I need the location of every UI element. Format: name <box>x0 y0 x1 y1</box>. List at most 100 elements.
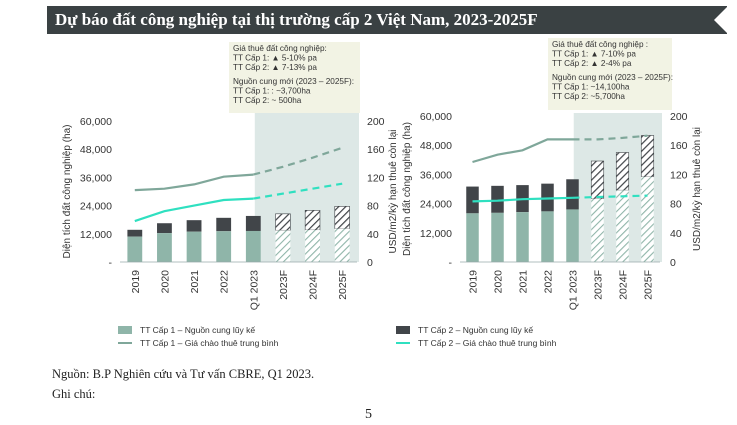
left-y-tick: - <box>109 257 113 269</box>
right-y2-tick: 0 <box>670 257 676 269</box>
left-bar-lower-2021 <box>186 231 202 262</box>
page-number: 5 <box>365 407 372 422</box>
right-x-tick: 2022 <box>543 270 555 294</box>
legend-tier1-bar-swatch <box>118 326 132 334</box>
right-x-tick: 2023F <box>593 270 605 300</box>
right-x-tick: 2025F <box>643 270 655 300</box>
left-tier1-rent-line-actual <box>134 173 254 192</box>
left-bar-lower-2022 <box>216 231 232 262</box>
left-annotation-rent-header: Giá thuê đất công nghiệp: <box>233 44 327 53</box>
left-bar-lower-Q1-2023 <box>245 230 261 262</box>
right-annotation-box <box>548 38 672 110</box>
right-chart: Giá thuê đất công nghiệp :TT Cấp 1: ▲ 7-… <box>401 38 703 310</box>
left-bar-upper-2020 <box>157 223 172 234</box>
left-chart: Giá thuê đất công nghiệp:TT Cấp 1: ▲ 5-1… <box>61 42 399 310</box>
legend-tier2-bar-swatch <box>396 326 410 334</box>
legend: TT Cấp 1 – Nguồn cung lũy kế TT Cấp 1 – G… <box>118 325 557 348</box>
legend-tier2-line-label: TT Cấp 2 – Giá chào thuê trung bình <box>418 338 557 348</box>
right-tier2-rent-line-actual <box>472 196 573 203</box>
left-bar-upper-2021 <box>186 220 202 232</box>
right-bar-lower-2021 <box>516 212 529 262</box>
right-y-tick: 24,000 <box>420 199 452 211</box>
left-bar-upper-2019 <box>127 229 143 237</box>
legend-tier1-line-label: TT Cấp 1 – Giá chào thuê trung bình <box>140 338 279 348</box>
right-bar-upper-2024F <box>615 152 630 191</box>
notes-label: Ghi chú: <box>52 387 96 401</box>
right-annotation-rent-header: Giá thuê đất công nghiệp : <box>552 40 648 49</box>
right-annotation-rent-tier2: TT Cấp 2: ▲ 2-4% pa <box>552 59 632 68</box>
left-y2-tick: 160 <box>367 144 385 156</box>
right-y-tick: 60,000 <box>420 111 452 123</box>
left-y-axis-label: Diện tích đất công nghiệp (ha) <box>61 125 73 259</box>
left-bar-upper-2022 <box>216 217 232 232</box>
left-tier2-rent-line-forecast <box>253 182 343 200</box>
left-x-tick: 2020 <box>159 270 171 294</box>
title-arrow-notch <box>714 6 728 34</box>
right-bar-upper-2023F <box>590 160 605 200</box>
left-y-tick: 24,000 <box>80 201 112 213</box>
left-bar-lower-2020 <box>157 233 172 262</box>
right-y2-tick: 120 <box>670 169 688 181</box>
left-tier2-rent-line-actual <box>134 197 254 223</box>
right-annotation-supply-tier1: TT Cấp 1: ~14,100ha <box>552 82 630 91</box>
left-y2-axis-label: USD/m2/kỳ hạn thuê còn lại <box>388 130 399 254</box>
right-annotation-supply-header: Nguồn cung mới (2023 – 2025F): <box>552 73 673 82</box>
right-bar-lower-2023F <box>591 198 604 262</box>
left-y2-tick: 200 <box>367 116 385 128</box>
left-bar-lower-2024F <box>305 230 320 262</box>
right-annotation-rent-tier1: TT Cấp 1: ▲ 7-10% pa <box>552 50 636 59</box>
right-y2-tick: 200 <box>670 111 688 123</box>
right-x-tick: Q1 2023 <box>568 270 580 310</box>
right-annotation-supply-tier2: TT Cấp 2: ~5,700ha <box>552 92 625 101</box>
right-y2-tick: 80 <box>670 199 682 211</box>
left-bar-lower-2019 <box>127 236 143 262</box>
right-tier1-rent-line-forecast <box>572 134 648 141</box>
source-note: Nguồn: B.P Nghiên cứu và Tư vấn CBRE, Q1… <box>52 367 315 381</box>
left-annotation-box <box>229 42 360 113</box>
left-y-tick: 60,000 <box>80 116 112 128</box>
left-x-tick: Q1 2023 <box>248 270 260 310</box>
left-annotation-rent-tier1: TT Cấp 1: ▲ 5-10% pa <box>233 54 317 63</box>
right-bar-upper-2025F <box>640 135 655 178</box>
legend-tier2-bar-label: TT Cấp 2 – Nguồn cung lũy kế <box>418 325 533 335</box>
left-bar-lower-2025F <box>334 228 350 262</box>
right-x-tick: 2021 <box>518 270 530 294</box>
left-tier1-rent-line-forecast <box>253 146 343 176</box>
left-y-tick: 12,000 <box>80 229 112 241</box>
right-tier2-rent-line-forecast <box>572 194 648 199</box>
left-y2-tick: 80 <box>367 201 379 213</box>
left-annotation-supply-header: Nguồn cung mới (2023 – 2025F): <box>233 77 354 86</box>
left-x-tick: 2024F <box>308 270 320 300</box>
right-bar-lower-2025F <box>641 176 654 262</box>
left-y2-tick: 40 <box>367 229 379 241</box>
chart-title-bar: Dự báo đất công nghiệp tại thị trường cấ… <box>47 6 728 34</box>
left-bar-upper-2023F <box>275 213 291 231</box>
right-bar-upper-2020 <box>491 185 504 213</box>
right-y2-tick: 160 <box>670 140 688 152</box>
right-y-tick: 12,000 <box>420 228 452 240</box>
right-bar-upper-2019 <box>466 186 479 214</box>
left-bar-upper-2024F <box>304 210 321 231</box>
right-bar-lower-2022 <box>541 211 554 262</box>
left-y-tick: 36,000 <box>80 172 112 184</box>
right-tier1-rent-line-actual <box>472 138 573 164</box>
right-x-tick: 2019 <box>468 270 480 294</box>
left-x-tick: 2022 <box>219 270 231 294</box>
left-annotation-supply-tier2: TT Cấp 2: ~ 500ha <box>233 96 302 105</box>
left-bar-lower-2023F <box>275 230 291 262</box>
left-x-tick: 2019 <box>130 270 142 294</box>
right-bar-lower-2019 <box>466 213 479 262</box>
left-bar-upper-Q1-2023 <box>245 215 261 231</box>
left-y-tick: 48,000 <box>80 144 112 156</box>
left-y2-tick: 120 <box>367 172 385 184</box>
left-x-tick: 2023F <box>278 270 290 300</box>
right-y2-axis-label: USD/m2/kỳ hạn thuê còn lại <box>692 127 703 251</box>
right-y-tick: - <box>449 257 453 269</box>
left-y2-tick: 0 <box>367 257 373 269</box>
right-y-axis-label: Diện tích đất công nghiệp (ha) <box>401 122 413 256</box>
chart-title: Dự báo đất công nghiệp tại thị trường cấ… <box>55 10 538 29</box>
legend-tier1-bar-label: TT Cấp 1 – Nguồn cung lũy kế <box>140 325 255 335</box>
right-y-tick: 36,000 <box>420 169 452 181</box>
right-bar-upper-Q1-2023 <box>566 179 579 210</box>
